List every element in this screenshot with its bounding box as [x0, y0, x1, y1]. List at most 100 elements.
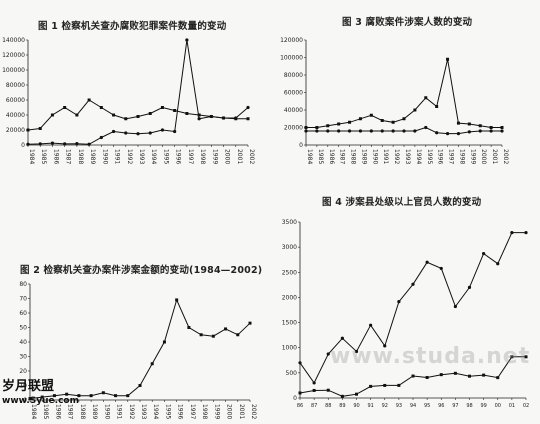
fig1-series-2-point	[173, 109, 177, 112]
fig1-x-tick-label: 1988	[77, 149, 84, 164]
fig1-y-tick-label: 0	[21, 142, 25, 149]
fig1-series-1-point	[111, 129, 116, 134]
fig4-x-tick-label: 00	[495, 403, 501, 409]
site-watermark: www.studa.net	[330, 344, 531, 369]
fig2-y-tick-label: 10	[19, 383, 27, 390]
fig2-series-1-point	[101, 391, 105, 395]
fig4-series-1-point	[383, 344, 387, 348]
fig1-x-tick-label: 2001	[236, 149, 243, 164]
fig3-x-tick-label: 1984	[306, 149, 313, 164]
figure-2-title: 图 2 检察机关查办案件涉案金额的变动(1984—2002)	[20, 265, 263, 276]
figure-2-panel: 图 2 检察机关查办案件涉案金额的变动(1984—2002) 0 10 20 30 40…	[0, 200, 270, 424]
site-logo[interactable]: 岁月联盟 www.Syue.com	[2, 380, 79, 408]
fig4-series-2-point	[397, 383, 401, 387]
fig3-x-tick-label: 2001	[491, 149, 498, 164]
site-logo-text: 岁月联盟	[2, 379, 55, 394]
fig1-series-2-point	[87, 98, 91, 102]
fig3-series-2-point	[337, 129, 341, 133]
fig3-series-1-point	[326, 124, 330, 128]
fig1-series-2-point	[75, 113, 79, 117]
fig2-series-1-point	[126, 394, 130, 398]
fig3-series-2-point	[347, 129, 352, 133]
fig3-series-1-point	[446, 57, 450, 61]
fig2-series-1-point	[175, 298, 179, 302]
fig4-series-2-point	[298, 391, 302, 395]
fig3-series-1-point	[348, 120, 352, 124]
fig4-x-tick-label: 99	[480, 403, 486, 409]
fig1-series-2-point	[148, 112, 152, 115]
fig2-series-1-point	[40, 395, 44, 399]
fig1-x-tick-label: 2000	[224, 149, 231, 164]
fig2-series-1-point	[77, 394, 81, 398]
fig1-x-tick-label: 1985	[40, 149, 47, 164]
fig1-x-tick-label: 1996	[175, 149, 182, 164]
fig1-x-tick-label: 1997	[187, 149, 194, 164]
fig4-series-2-point	[369, 384, 373, 388]
fig3-series-1-point	[489, 126, 493, 129]
figure-3-title: 图 3 腐败案件涉案人数的变动	[342, 17, 473, 28]
fig1-x-tick-label: 1990	[101, 149, 108, 164]
fig1-series-1-point	[26, 142, 30, 146]
fig4-x-tick-label: 87	[311, 403, 317, 409]
fig4-x-tick-label: 95	[424, 403, 430, 409]
fig4-series-2-point	[453, 371, 457, 375]
fig1-series-2-point	[222, 116, 226, 120]
fig2-x-tick-label: 1999	[213, 404, 220, 419]
fig3-x-tick-label: 1991	[382, 149, 389, 164]
fig1-series-2-point	[246, 117, 250, 121]
fig1-x-tick-label: 1984	[28, 149, 35, 164]
fig4-series-1-point	[369, 323, 373, 327]
fig2-plot: 0 10 20 30 40 50 60 70 80 1984 1985 1986 1987 1988 198…	[19, 281, 257, 419]
figure-4-panel: 图 4 涉案县处级以上官员人数的变动 0 500 1000 1500 2000 2500 3…	[270, 197, 540, 424]
fig4-series-1-point	[467, 285, 472, 289]
fig3-series-1-point	[413, 108, 417, 112]
fig4-series-1-point	[354, 349, 359, 354]
fig4-series-2-point	[340, 394, 344, 398]
figure-1-chart: 0 20000 40000 60000 80000 100000 120000 140000 1…	[2, 37, 255, 164]
fig1-y-tick-label: 60000	[6, 97, 25, 104]
fig1-series-1-point	[63, 142, 67, 146]
fig4-series-1-point	[425, 260, 429, 264]
fig4-series-2-point	[425, 375, 429, 379]
fig2-series-1-point	[65, 392, 69, 396]
fig1-series-1-point	[246, 105, 250, 110]
fig3-plot: 0 20000 40000 60000 80000 100000 120000 1984 198…	[280, 37, 509, 164]
fig2-x-tick-label: 1993	[140, 404, 147, 419]
fig1-series-1-point	[99, 135, 103, 140]
fig3-x-tick-label: 1988	[350, 149, 357, 164]
fig2-x-tick-label: 1985	[42, 404, 49, 419]
fig4-plot: 0 500 1000 1500 2000 2500 3000 3500 86 87 88 89 90 91…	[282, 219, 529, 409]
fig3-x-tick-label: 1990	[371, 149, 378, 164]
fig4-y-tick-label: 1500	[282, 320, 297, 327]
fig4-series-2-point	[439, 373, 443, 377]
fig3-series-1-point	[467, 122, 471, 126]
fig1-series-1-point	[136, 132, 140, 136]
fig1-series-1-point	[197, 117, 201, 121]
fig1-series-1-point	[124, 131, 128, 135]
fig3-y-tick-label: 100000	[280, 55, 303, 62]
fig1-series-1-line	[27, 39, 249, 145]
fig4-series-1-point	[340, 336, 344, 340]
fig1-series-2-point	[234, 117, 238, 121]
fig3-y-tick-label: 40000	[284, 107, 303, 114]
fig3-series-1-point	[380, 119, 384, 122]
fig2-x-tick-label: 1995	[164, 404, 171, 419]
fig4-series-2-point	[482, 373, 486, 377]
fig3-y-tick-label: 20000	[284, 125, 303, 132]
fig3-y-tick-label: 80000	[284, 72, 303, 79]
fig1-series-2-point	[124, 117, 128, 121]
fig1-x-tick-label: 1992	[126, 149, 133, 164]
fig3-series-2-point	[358, 129, 363, 133]
fig1-series-1-point	[173, 129, 177, 134]
fig2-y-tick-label: 40	[19, 339, 27, 346]
fig4-series-2-point	[496, 376, 500, 380]
fig4-series-2-point	[411, 374, 415, 378]
fig1-series-2-point	[38, 127, 42, 130]
fig1-y-tick-label: 20000	[6, 127, 25, 134]
figure-4-chart: 0 500 1000 1500 2000 2500 3000 3500 86 87 88 89 90 91…	[282, 219, 529, 409]
fig1-x-tick-label: 1986	[52, 149, 59, 164]
fig4-x-tick-label: 93	[396, 403, 402, 409]
site-logo-url: www.Syue.com	[2, 396, 79, 406]
fig3-series-2-point	[435, 131, 439, 135]
fig3-series-1-point	[435, 105, 439, 108]
